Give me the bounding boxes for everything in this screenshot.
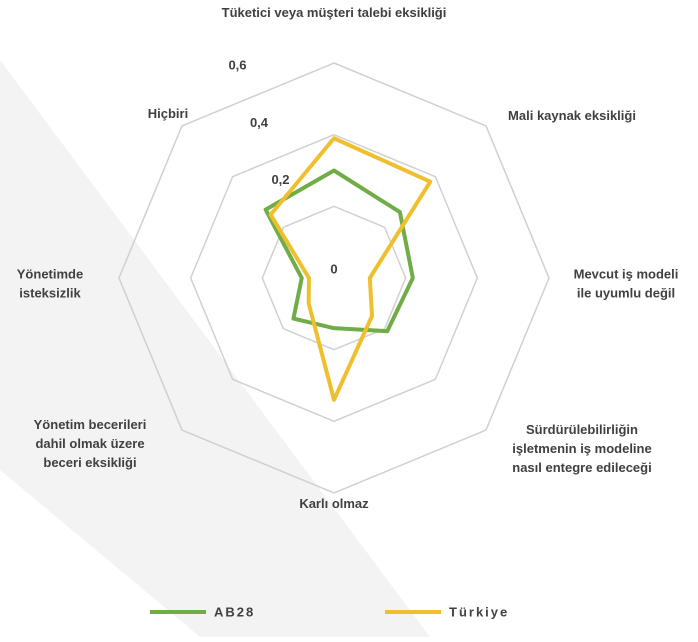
legend-label: Türkiye [449, 604, 509, 619]
tick-label: 0 [330, 261, 337, 276]
category-label: Yönetim becerileri dahil olmak üzere becer… [34, 417, 147, 470]
tick-label: 0,2 [271, 172, 289, 187]
grid-ring [118, 62, 550, 494]
tick-label: 0,4 [250, 115, 269, 130]
category-label: Sürdürülebilirliğin işletmenin iş modelin… [512, 422, 651, 475]
category-label: Karlı olmaz [299, 496, 369, 511]
series-line [268, 136, 433, 402]
category-label: Tüketici veya müşteri talebi eksikliği [222, 5, 447, 20]
series-line [263, 168, 415, 334]
category-label: Hiçbiri [148, 106, 188, 121]
background-stripe [0, 60, 430, 637]
tick-label: 0,6 [228, 57, 246, 72]
category-label: Mevcut iş modeli ile uyumlu değil [574, 267, 679, 301]
grid-ring [189, 133, 479, 423]
category-label: Mali kaynak eksikliği [508, 108, 636, 123]
legend-label: AB28 [214, 604, 255, 619]
category-label: Yönetimde isteksizlik [17, 267, 83, 301]
